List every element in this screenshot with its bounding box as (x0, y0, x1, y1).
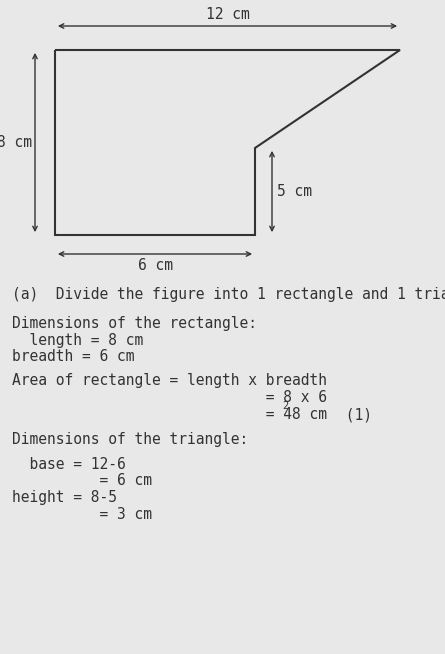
Text: height = 8-5: height = 8-5 (12, 490, 117, 505)
Text: = 3 cm: = 3 cm (12, 507, 152, 522)
Text: base = 12-6: base = 12-6 (12, 457, 126, 472)
Text: 8 cm: 8 cm (0, 135, 32, 150)
Text: 5 cm: 5 cm (277, 184, 312, 199)
Text: (a)  Divide the figure into 1 rectangle and 1 triangle.: (a) Divide the figure into 1 rectangle a… (12, 287, 445, 302)
Text: = 6 cm: = 6 cm (12, 473, 152, 488)
Text: Dimensions of the rectangle:: Dimensions of the rectangle: (12, 316, 257, 331)
Text: breadth = 6 cm: breadth = 6 cm (12, 349, 134, 364)
Text: = 8 x 6: = 8 x 6 (12, 390, 327, 405)
Text: (1): (1) (302, 407, 372, 422)
Text: 2: 2 (282, 401, 288, 411)
Text: = 48 cm: = 48 cm (12, 407, 327, 422)
Text: 6 cm: 6 cm (138, 258, 173, 273)
Text: Area of rectangle = length x breadth: Area of rectangle = length x breadth (12, 373, 327, 388)
Text: Dimensions of the triangle:: Dimensions of the triangle: (12, 432, 248, 447)
Text: 12 cm: 12 cm (206, 7, 249, 22)
Text: length = 8 cm: length = 8 cm (12, 333, 143, 348)
